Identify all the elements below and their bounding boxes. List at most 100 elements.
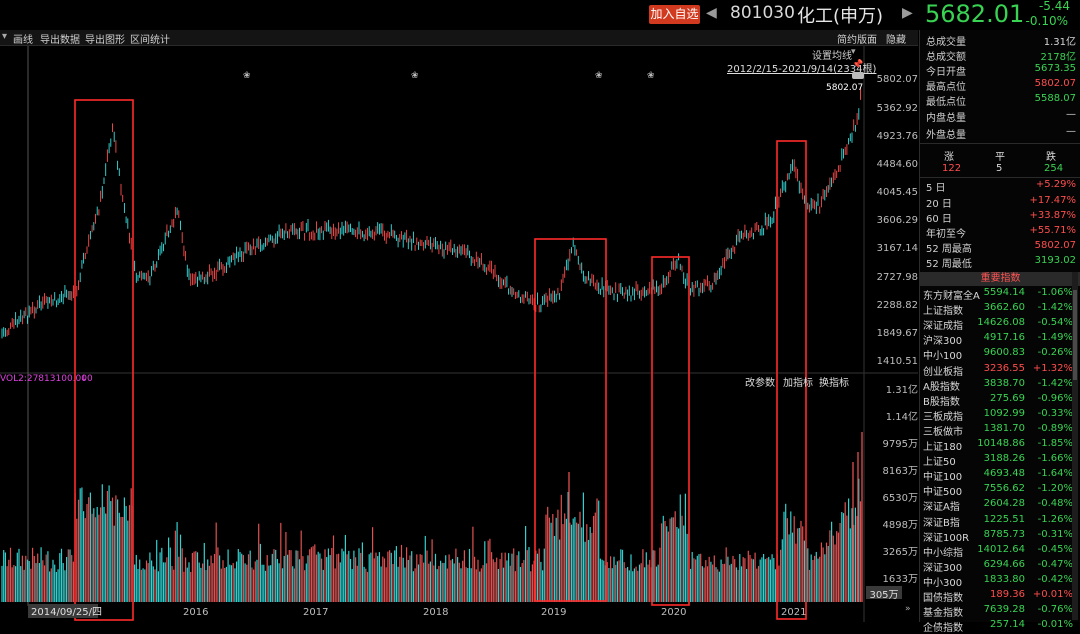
index-row[interactable]: 深证300 6294.66 -0.47% — [923, 559, 1073, 574]
index-name: 创业板指 — [923, 366, 963, 378]
index-row[interactable]: 东方财富全A 5594.14 -1.06% — [923, 287, 1073, 302]
event-marker[interactable]: ❀ — [411, 71, 419, 81]
index-price: 7639.28 — [983, 604, 1025, 616]
simple-layout-button[interactable]: 简约版面 — [837, 35, 877, 46]
quote-row: 最低点位 5588.07 — [926, 93, 1076, 108]
add-to-watchlist-button[interactable]: 加入自选 — [649, 5, 700, 24]
highlight-box-2020 — [651, 256, 690, 606]
export-graph-button[interactable]: 导出图形 — [85, 35, 125, 46]
triangle-down-icon[interactable]: ▾ — [851, 47, 856, 57]
quote-row: 外盘总量 — — [926, 126, 1076, 141]
index-row[interactable]: 深证成指 14626.08 -0.54% — [923, 317, 1073, 332]
price-tick: 4923.76 — [876, 131, 918, 142]
index-price: 1381.70 — [983, 422, 1025, 434]
index-row[interactable]: B股指数 275.69 -0.96% — [923, 393, 1073, 408]
volume-tick: 4898万 — [882, 520, 918, 531]
index-row[interactable]: 深证A指 2604.28 -0.48% — [923, 498, 1073, 513]
index-change: -1.85% — [1037, 438, 1073, 449]
index-row[interactable]: 三板做市 1381.70 -0.89% — [923, 423, 1073, 438]
event-marker[interactable]: ❀ — [647, 71, 655, 81]
switch-indicator-button[interactable]: 换指标 — [819, 378, 849, 389]
index-row[interactable]: 国债指数 189.36 +0.01% — [923, 589, 1073, 604]
add-indicator-button[interactable]: 加指标 — [783, 378, 813, 389]
range-stats-button[interactable]: 区间统计 — [130, 35, 170, 46]
index-price: 7556.62 — [983, 483, 1025, 495]
index-row[interactable]: A股指数 3838.70 -1.42% — [923, 378, 1073, 393]
index-row[interactable]: 中证100 4693.48 -1.64% — [923, 468, 1073, 483]
event-marker[interactable]: ❀ — [243, 71, 251, 81]
hide-button[interactable]: 隐藏 — [886, 35, 906, 46]
index-name: A股指数 — [923, 381, 960, 393]
index-row[interactable]: 深证B指 1225.51 -1.26% — [923, 514, 1073, 529]
scrollbar-thumb[interactable] — [1073, 290, 1077, 380]
price-tick: 3606.29 — [876, 215, 918, 226]
index-row[interactable]: 中小300 1833.80 -0.42% — [923, 574, 1073, 589]
price-tick: 2288.82 — [876, 300, 918, 311]
index-change: -0.42% — [1037, 573, 1073, 585]
index-price: 189.36 — [990, 589, 1025, 600]
index-scrollbar[interactable] — [1072, 272, 1078, 620]
price-tick: 1410.51 — [876, 356, 918, 367]
index-change: -0.47% — [1037, 558, 1073, 570]
index-row[interactable]: 深证100R 8785.73 -0.31% — [923, 529, 1073, 544]
date-cursor-label: 2014/09/25/四 — [31, 607, 102, 618]
index-name: B股指数 — [923, 396, 960, 408]
range-label[interactable]: 2012/2/15-2021/9/14(2334根) — [727, 64, 877, 75]
chevron-left-icon[interactable]: ◀ — [706, 5, 717, 21]
volume-tick: 3265万 — [882, 547, 918, 558]
index-row[interactable]: 中证500 7556.62 -1.20% — [923, 483, 1073, 498]
index-row[interactable]: 上证180 10148.86 -1.85% — [923, 438, 1073, 453]
max-price-label: 5802.07 — [826, 83, 864, 93]
index-row[interactable]: 上证50 3188.26 -1.66% — [923, 453, 1073, 468]
draw-line-button[interactable]: 画线 — [13, 35, 33, 46]
export-data-button[interactable]: 导出数据 — [40, 35, 80, 46]
index-price: 5594.14 — [983, 287, 1025, 298]
index-change: -1.66% — [1037, 453, 1073, 465]
index-price: 257.14 — [990, 619, 1025, 631]
price-change-pct: -0.10% — [1025, 14, 1068, 28]
index-change: +0.01% — [1032, 589, 1073, 600]
pin-icon[interactable]: 📌 — [852, 60, 864, 70]
index-price: 4693.48 — [983, 468, 1025, 480]
index-row[interactable]: 中小综指 14012.64 -0.45% — [923, 544, 1073, 559]
index-change: -0.01% — [1037, 619, 1073, 631]
index-price: 9600.83 — [983, 347, 1025, 359]
ma-settings-button[interactable]: 设置均线 — [812, 51, 852, 62]
breadth-flat-count: 5 — [996, 163, 1003, 174]
volume-indicator-label: VOL2:27813100.000 — [0, 374, 93, 384]
index-row[interactable]: 创业板指 3236.55 +1.32% — [923, 363, 1073, 378]
index-row[interactable]: 上证指数 3662.60 -1.42% — [923, 302, 1073, 317]
chart-canvas[interactable]: 2014/09/25/四 2016 2017 2018 2019 2020 20… — [0, 46, 918, 622]
index-price: 1833.80 — [983, 573, 1025, 585]
scroll-handle[interactable] — [852, 72, 864, 79]
index-name: 企债指数 — [923, 623, 963, 634]
index-change: -1.42% — [1037, 377, 1073, 389]
quote-row: 总成交额 2178亿 — [926, 52, 1076, 63]
kline-chart[interactable]: 2014/09/25/四 2016 2017 2018 2019 2020 20… — [0, 46, 918, 622]
index-change: -1.06% — [1037, 287, 1073, 298]
event-marker[interactable]: ❀ — [595, 71, 603, 81]
index-price: 10148.86 — [977, 438, 1025, 449]
modify-params-button[interactable]: 改参数 — [745, 378, 775, 389]
index-change: -1.49% — [1037, 332, 1073, 344]
index-price: 3236.55 — [983, 362, 1025, 374]
top-header — [0, 0, 1080, 30]
triangle-down-icon[interactable]: ▾ — [2, 31, 8, 42]
index-row[interactable]: 中小100 9600.83 -0.26% — [923, 347, 1073, 362]
price-tick: 3167.14 — [876, 243, 918, 254]
index-name: 三板成指 — [923, 411, 963, 423]
index-row[interactable]: 基金指数 7639.28 -0.76% — [923, 604, 1073, 619]
perf-row: 52 周最高 5802.07 — [926, 240, 1076, 255]
index-row[interactable]: 三板成指 1092.99 -0.33% — [923, 408, 1073, 423]
index-price: 4917.16 — [983, 332, 1025, 344]
highlight-box-2019 — [534, 238, 607, 602]
chevron-right-icon[interactable]: ▶ — [902, 5, 913, 21]
perf-row: 5 日 +5.29% — [926, 179, 1076, 194]
index-row[interactable]: 企债指数 257.14 -0.01% — [923, 619, 1073, 634]
index-change: -0.26% — [1037, 347, 1073, 359]
price-tick: 4045.45 — [876, 187, 918, 198]
index-list-header[interactable]: 重要指数 — [920, 272, 1080, 286]
highlight-box-2015 — [74, 99, 134, 621]
double-chevron-right-icon[interactable]: » — [905, 604, 911, 614]
index-row[interactable]: 沪深300 4917.16 -1.49% — [923, 332, 1073, 347]
